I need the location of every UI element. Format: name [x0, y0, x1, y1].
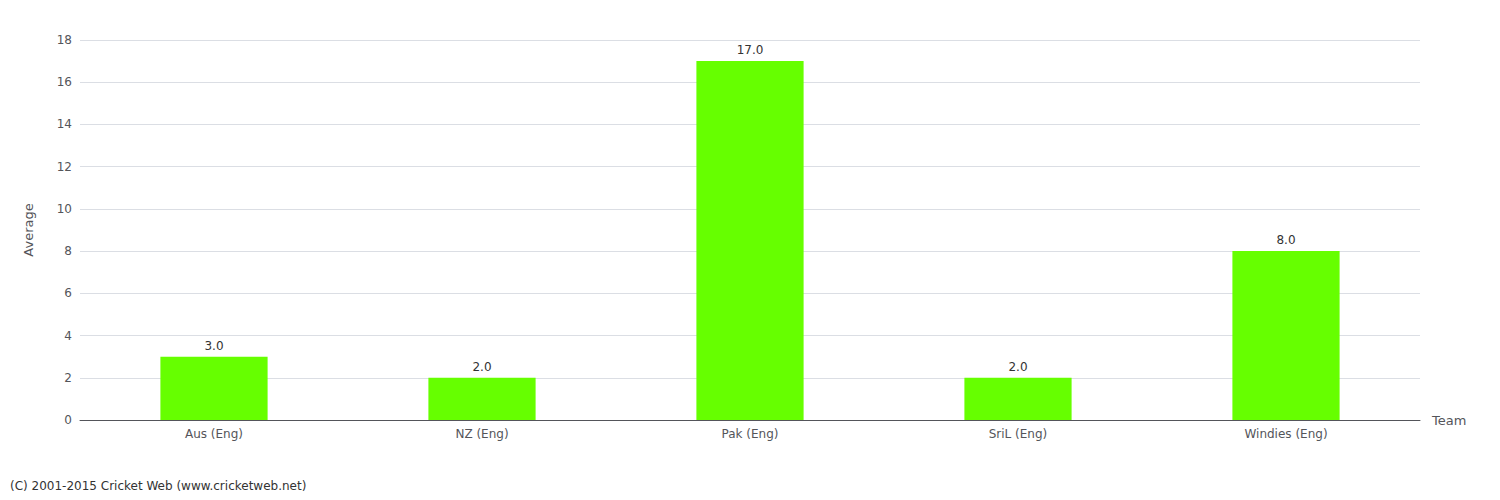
svg-text:2.0: 2.0	[472, 360, 491, 374]
svg-text:8.0: 8.0	[1276, 233, 1295, 247]
svg-text:Team: Team	[1431, 413, 1466, 428]
svg-text:18: 18	[57, 33, 72, 47]
svg-text:Aus (Eng): Aus (Eng)	[185, 427, 243, 441]
svg-text:12: 12	[57, 160, 72, 174]
svg-text:17.0: 17.0	[737, 43, 764, 57]
svg-text:Windies (Eng): Windies (Eng)	[1244, 427, 1327, 441]
svg-text:3.0: 3.0	[204, 339, 223, 353]
svg-text:10: 10	[57, 202, 72, 216]
svg-text:0: 0	[64, 413, 72, 427]
svg-text:4: 4	[64, 329, 72, 343]
svg-text:NZ (Eng): NZ (Eng)	[455, 427, 508, 441]
svg-text:2: 2	[64, 371, 72, 385]
svg-text:6: 6	[64, 286, 72, 300]
svg-text:Pak (Eng): Pak (Eng)	[722, 427, 779, 441]
svg-text:16: 16	[57, 75, 72, 89]
svg-text:SriL (Eng): SriL (Eng)	[989, 427, 1048, 441]
svg-text:Average: Average	[21, 203, 36, 256]
svg-text:14: 14	[57, 117, 72, 131]
svg-text:8: 8	[64, 244, 72, 258]
svg-text:(C) 2001-2015 Cricket Web (www: (C) 2001-2015 Cricket Web (www.cricketwe…	[10, 479, 306, 493]
svg-text:2.0: 2.0	[1008, 360, 1027, 374]
